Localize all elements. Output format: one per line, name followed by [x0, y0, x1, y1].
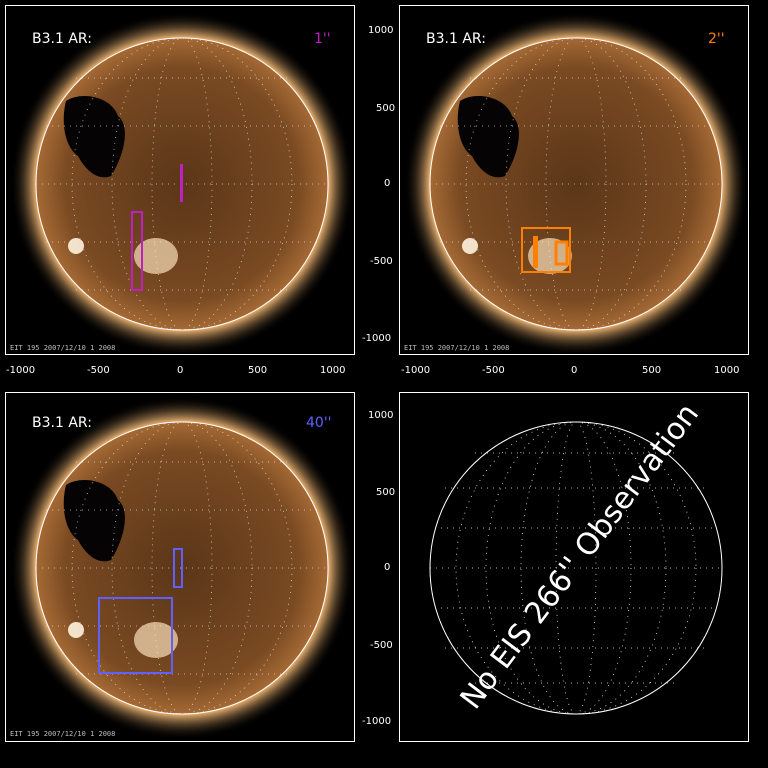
panel-2-image: B3.1 AR: 2'' EIT 195 2007/12/10 1 2008 [399, 5, 749, 355]
slit-label: 40'' [306, 415, 332, 431]
slit-box-1a [131, 211, 143, 291]
sun-image-2 [404, 12, 748, 354]
slit-box-2c [554, 240, 569, 266]
x-tick: -500 [87, 365, 110, 376]
y-tick: -500 [370, 256, 393, 267]
y-tick: -1000 [362, 333, 392, 344]
panel-1-image: B3.1 AR: 1'' EIT 195 2007/12/10 1 2008 [5, 5, 355, 355]
date-stamp: EIT 195 2007/12/10 1 2008 [10, 730, 116, 738]
slit-label: 2'' [708, 31, 725, 47]
x-tick: 500 [642, 365, 662, 376]
x-tick: -1000 [401, 365, 431, 376]
x-tick: 0 [177, 365, 184, 376]
sun-image-1 [10, 12, 354, 354]
x-tick: -1000 [6, 365, 36, 376]
y-tick: 1000 [368, 25, 394, 36]
x-tick: 500 [248, 365, 268, 376]
ar-label: B3.1 AR: [32, 31, 92, 47]
ar-label: B3.1 AR: [32, 415, 92, 431]
slit-box-2a [521, 227, 571, 273]
panel-4-grid: No EIS 266'' Observation [399, 392, 749, 742]
slit-box-3a [98, 597, 173, 674]
x-tick: 0 [571, 365, 578, 376]
y-tick: 500 [376, 487, 396, 498]
y-tick: -500 [370, 640, 393, 651]
y-tick: 500 [376, 103, 396, 114]
x-tick: 1000 [320, 365, 346, 376]
date-stamp: EIT 195 2007/12/10 1 2008 [10, 344, 116, 352]
y-tick: 1000 [368, 410, 394, 421]
date-stamp: EIT 195 2007/12/10 1 2008 [404, 344, 510, 352]
ar-label: B3.1 AR: [426, 31, 486, 47]
y-tick: -1000 [362, 716, 392, 727]
sun-image-3 [10, 396, 354, 740]
slit-label: 1'' [314, 31, 331, 47]
y-tick: 0 [384, 178, 391, 189]
y-tick: 0 [384, 562, 391, 573]
x-tick: 1000 [714, 365, 740, 376]
slit-box-1b [180, 164, 183, 202]
slit-box-2b [533, 236, 538, 268]
panel-3-image: B3.1 AR: 40'' EIT 195 2007/12/10 1 2008 [5, 392, 355, 742]
slit-box-3b [173, 548, 183, 588]
x-tick: -500 [482, 365, 505, 376]
grid-only-image [429, 421, 723, 715]
